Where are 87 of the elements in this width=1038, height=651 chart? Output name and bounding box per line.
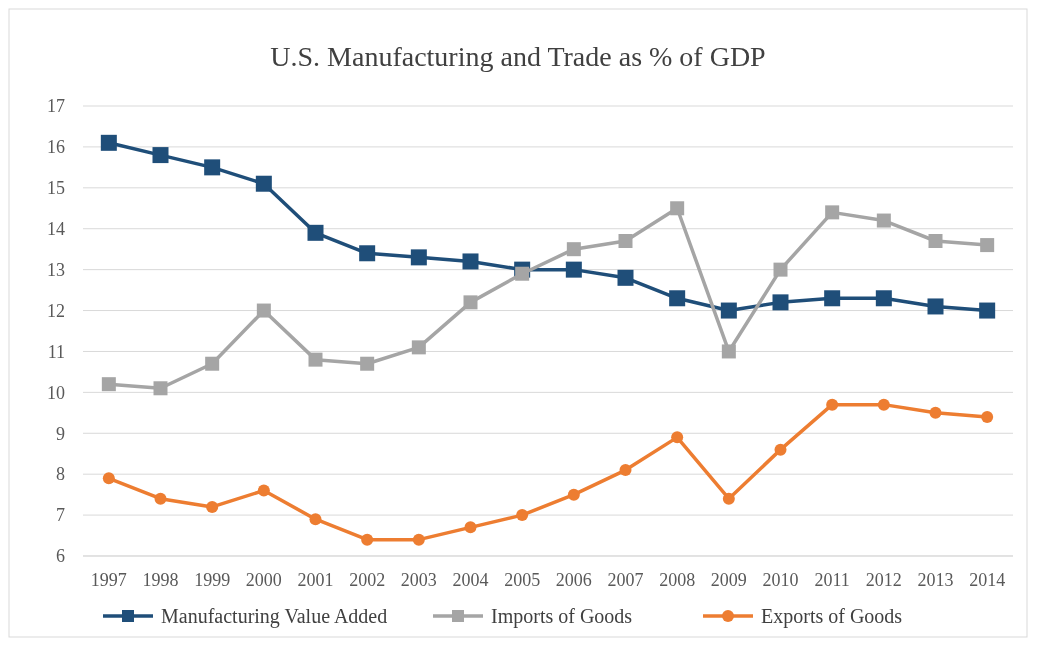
point <box>308 352 323 367</box>
x-tick-label: 2007 <box>607 570 644 590</box>
point <box>720 302 737 319</box>
point <box>617 269 634 286</box>
y-tick-label: 12 <box>47 300 65 321</box>
x-tick-label: 2003 <box>400 570 437 590</box>
y-tick-label: 8 <box>56 464 65 485</box>
legend-label: Imports of Goods <box>491 605 633 628</box>
point <box>826 398 839 411</box>
point <box>722 492 735 505</box>
x-tick-label: 2014 <box>969 570 1006 590</box>
y-tick-label: 13 <box>47 259 65 280</box>
point <box>876 213 891 228</box>
point <box>204 159 221 176</box>
point <box>100 134 117 151</box>
point <box>671 431 684 444</box>
y-tick-label: 10 <box>47 382 65 403</box>
point <box>462 253 479 270</box>
point <box>464 521 477 534</box>
point <box>307 224 324 241</box>
legend-label: Exports of Goods <box>761 605 903 628</box>
point <box>410 249 427 266</box>
point <box>412 533 425 546</box>
x-tick-label: 1999 <box>194 570 231 590</box>
point <box>824 290 841 307</box>
x-tick-label: 2010 <box>762 570 799 590</box>
point <box>927 298 944 315</box>
y-tick-label: 6 <box>56 546 65 567</box>
point <box>619 464 632 477</box>
point <box>565 261 582 278</box>
y-tick-label: 9 <box>56 423 65 444</box>
point <box>360 356 375 371</box>
point <box>152 147 169 164</box>
point <box>825 205 840 220</box>
point <box>567 488 580 501</box>
point <box>980 238 995 253</box>
point <box>875 290 892 307</box>
point <box>154 492 167 505</box>
y-tick-label: 14 <box>47 219 65 240</box>
point <box>309 513 322 526</box>
point <box>257 484 270 497</box>
y-tick-label: 11 <box>47 341 65 362</box>
point <box>463 295 478 310</box>
x-tick-label: 1998 <box>142 570 179 590</box>
point <box>101 377 116 392</box>
point <box>773 262 788 277</box>
x-tick-label: 2005 <box>504 570 541 590</box>
x-tick-label: 2012 <box>865 570 902 590</box>
point <box>774 443 787 456</box>
y-tick-label: 15 <box>47 178 65 199</box>
point <box>670 201 685 216</box>
point <box>206 500 219 513</box>
point <box>361 533 374 546</box>
x-tick-label: 2004 <box>452 570 489 590</box>
x-tick-label: 2009 <box>710 570 747 590</box>
x-tick-label: 2011 <box>814 570 850 590</box>
point <box>669 290 686 307</box>
point <box>566 242 581 257</box>
point <box>877 398 890 411</box>
point <box>411 340 426 355</box>
x-tick-label: 2001 <box>297 570 334 590</box>
chart-title: U.S. Manufacturing and Trade as % of GDP <box>270 41 766 72</box>
point <box>359 245 376 262</box>
point <box>618 234 633 248</box>
point <box>979 302 996 319</box>
point <box>515 266 530 281</box>
point <box>772 294 789 311</box>
x-tick-label: 2000 <box>245 570 282 590</box>
point <box>102 472 115 485</box>
x-tick-label: 2013 <box>917 570 954 590</box>
point <box>205 356 220 371</box>
point <box>255 175 272 192</box>
x-tick-label: 2002 <box>349 570 386 590</box>
point <box>256 303 271 318</box>
x-tick-label: 2006 <box>555 570 592 590</box>
x-tick-label: 1997 <box>90 570 127 590</box>
y-tick-label: 16 <box>47 137 65 158</box>
point <box>929 406 942 419</box>
point <box>153 381 168 396</box>
point <box>721 344 736 359</box>
x-tick-label: 2008 <box>659 570 696 590</box>
y-tick-label: 17 <box>47 96 65 117</box>
point <box>981 410 994 423</box>
y-tick-label: 7 <box>56 505 65 526</box>
point <box>516 509 529 522</box>
point <box>928 234 943 248</box>
legend-label: Manufacturing Value Added <box>161 605 388 628</box>
